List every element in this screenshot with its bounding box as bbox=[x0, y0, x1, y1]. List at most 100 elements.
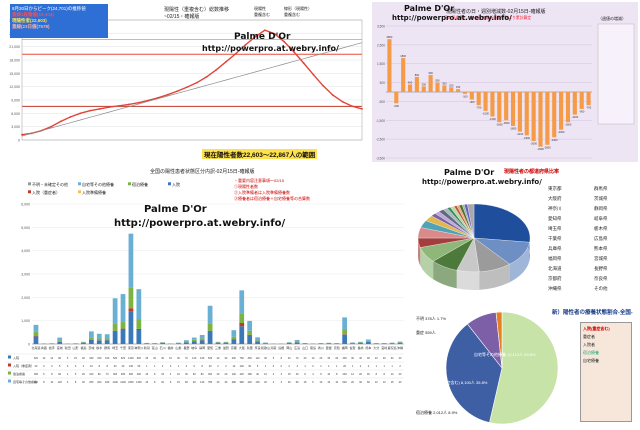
pie-label: 奈良県 bbox=[594, 276, 608, 281]
pie-slice-side bbox=[420, 247, 434, 280]
table-cell: 0 bbox=[67, 365, 69, 368]
bar-data-label: -400 bbox=[469, 100, 475, 104]
table-cell: 1 bbox=[320, 365, 322, 368]
table-cell: 760 bbox=[240, 357, 245, 360]
table-cell: 5 bbox=[43, 373, 45, 376]
table-cell: 8 bbox=[75, 381, 77, 384]
table-cell: 4 bbox=[368, 365, 370, 368]
cumulative-chart-title: 現陽性（重複含む）総数推移 bbox=[164, 7, 230, 13]
bar bbox=[524, 92, 529, 136]
treatment-status-pie bbox=[445, 311, 559, 425]
table-cell: 1100 bbox=[112, 381, 118, 384]
table-cell: 1400 bbox=[128, 357, 134, 360]
bar-data-label: -700 bbox=[476, 106, 482, 110]
table-cell: 20 bbox=[359, 373, 362, 376]
bar-data-label: -100 bbox=[462, 94, 468, 98]
stacked-bar-segment bbox=[247, 330, 253, 335]
table-cell: 10 bbox=[264, 373, 267, 376]
y-tick-label: -2,500 bbox=[376, 138, 385, 142]
pie-label: 大阪府 bbox=[548, 196, 562, 201]
x-tick-label: 秋田 bbox=[65, 345, 71, 350]
table-cell: 1300 bbox=[136, 381, 142, 384]
table-cell: 40 bbox=[217, 357, 220, 360]
bar-data-label: 350 bbox=[442, 81, 447, 85]
y-tick-label: 1,500 bbox=[377, 62, 385, 66]
table-cell: 1 bbox=[336, 365, 338, 368]
status-side-box: 入院(重症含む) 重症者 入院者 宿泊療養 自宅療養 bbox=[580, 322, 632, 422]
table-cell: 0 bbox=[43, 365, 45, 368]
stacked-bar-segment bbox=[120, 328, 126, 330]
table-cell: 0 bbox=[273, 365, 275, 368]
bar bbox=[517, 92, 522, 132]
pie-label: 北海道 bbox=[548, 266, 562, 271]
table-cell: 80 bbox=[98, 373, 101, 376]
bar bbox=[552, 92, 557, 138]
y-tick-label: 18,000 bbox=[9, 59, 20, 63]
x-tick-label: 大分 bbox=[373, 345, 379, 350]
stacked-bar-segment bbox=[358, 343, 363, 344]
stacked-bar-segment bbox=[183, 342, 189, 344]
stacked-bar-segment bbox=[57, 341, 63, 344]
table-cell: 15 bbox=[177, 381, 180, 384]
data-point bbox=[98, 107, 101, 110]
bar-data-label: 900 bbox=[428, 71, 433, 75]
watermark-url: http://powerpro.at.webry.info/ bbox=[202, 44, 339, 53]
info-line: 直線(23日値(7578) bbox=[12, 24, 50, 29]
daily-chart-note: 元の日週値と、各公表の最新値陽性数より累計算定 bbox=[444, 16, 532, 20]
bar bbox=[545, 92, 550, 145]
table-cell: 40 bbox=[399, 381, 402, 384]
pie-label: 福岡県 bbox=[548, 256, 562, 261]
bar-data-label: 500 bbox=[435, 79, 440, 83]
cumulative-chart-panel: 0 3,000 6,000 9,000 12,000 15,000 18,000 21,000… bbox=[2, 2, 372, 162]
x-tick-label: 新潟 bbox=[144, 345, 150, 350]
bar-data-label: -2600 bbox=[530, 142, 537, 146]
table-cell: 70 bbox=[185, 357, 188, 360]
stacked-bar-segment bbox=[342, 329, 348, 335]
bar bbox=[476, 92, 481, 106]
series-line bbox=[21, 42, 363, 137]
table-cell: 90 bbox=[58, 357, 61, 360]
table-cell: 130 bbox=[255, 381, 260, 384]
table-cell: 20 bbox=[399, 373, 402, 376]
pie-label: 沖縄県 bbox=[548, 286, 562, 291]
x-tick-label: 広島 bbox=[294, 345, 300, 350]
side-box-item: 入院(重症含む) bbox=[583, 326, 610, 331]
note-line: ①現陽性者数 bbox=[234, 184, 258, 189]
pie-label: 静岡県 bbox=[594, 206, 608, 211]
stacked-bar-segment bbox=[176, 343, 181, 344]
stacked-bar-segment bbox=[191, 339, 197, 342]
stacked-bar-segment bbox=[33, 324, 39, 332]
y-tick-label: 0 bbox=[18, 139, 20, 143]
stacked-bar-segment bbox=[96, 333, 102, 339]
stacked-bar-segment bbox=[81, 343, 86, 344]
table-cell: 8 bbox=[154, 373, 156, 376]
table-cell: 5 bbox=[59, 365, 61, 368]
data-point bbox=[322, 84, 325, 87]
bar bbox=[428, 75, 433, 92]
bar bbox=[559, 92, 564, 130]
stacked-bar-segment bbox=[247, 335, 253, 344]
table-cell: 520 bbox=[208, 357, 213, 360]
legend-swatch bbox=[78, 190, 81, 194]
stacked-bar-segment bbox=[199, 338, 205, 341]
table-cell: 10 bbox=[383, 381, 386, 384]
table-cell: 280 bbox=[232, 381, 237, 384]
table-cell: 15 bbox=[391, 381, 394, 384]
data-point bbox=[302, 62, 305, 65]
table-cell: 10 bbox=[327, 381, 330, 384]
table-cell: 10 bbox=[391, 373, 394, 376]
data-point bbox=[69, 115, 72, 118]
daily-change-chart: -3,500 -2,500 -1,500 -500 500 1,500 2,500 3,500… bbox=[376, 23, 635, 161]
stacked-bar-segment bbox=[183, 341, 189, 343]
table-cell: 30 bbox=[177, 357, 180, 360]
pie-label: 京都府 bbox=[548, 276, 562, 281]
table-cell: 30 bbox=[327, 357, 330, 360]
bar bbox=[407, 84, 413, 92]
table-cell: 2 bbox=[162, 365, 164, 368]
bar-data-label: -1800 bbox=[510, 126, 517, 130]
legend-item: 宿泊療養 bbox=[132, 182, 148, 187]
daily-change-panel: -3,500 -2,500 -1,500 -500 500 1,500 2,500 3,500… bbox=[372, 2, 638, 162]
table-cell: 900 bbox=[129, 373, 134, 376]
y-tick-label: 500 bbox=[380, 81, 386, 85]
stacked-bar-segment bbox=[144, 343, 150, 344]
